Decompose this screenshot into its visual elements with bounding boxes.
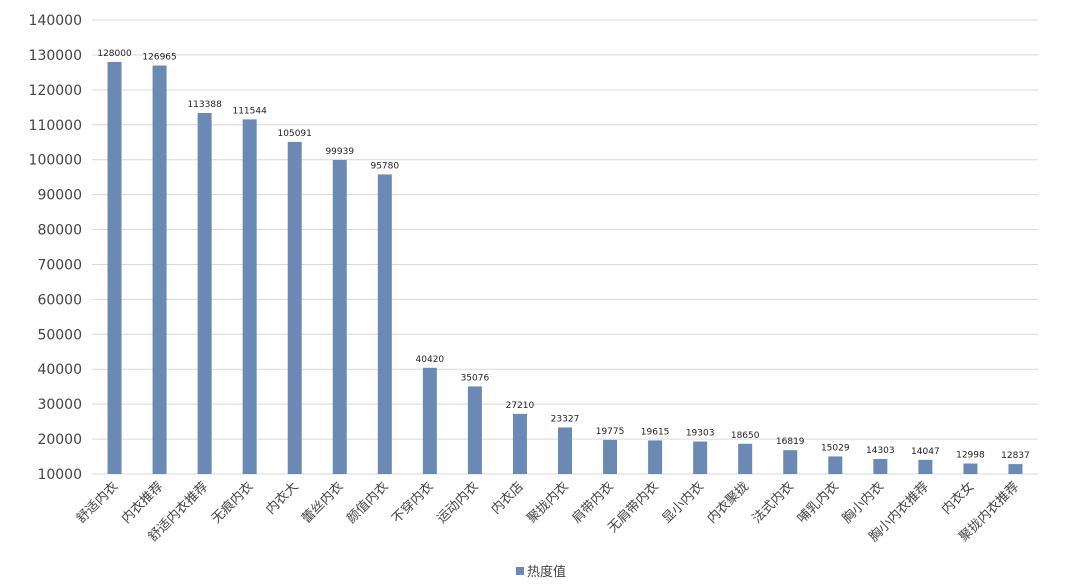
- y-tick-label: 80000: [37, 223, 82, 239]
- x-tick-label: 内衣聚拢: [704, 479, 752, 527]
- data-label: 113388: [187, 100, 222, 110]
- data-label: 128000: [97, 49, 132, 59]
- bar: [377, 174, 392, 474]
- bar: [558, 427, 572, 474]
- bar: [332, 159, 347, 474]
- x-tick-label: 内衣推荐: [118, 479, 166, 527]
- x-tick-label: 内衣女: [938, 479, 977, 518]
- x-tick-label: 内衣大: [263, 479, 302, 518]
- y-tick-label: 60000: [37, 292, 82, 308]
- bar: [242, 119, 257, 474]
- x-tick-label: 运动内衣: [434, 479, 482, 527]
- bar: [963, 463, 978, 474]
- y-tick-label: 50000: [37, 327, 82, 343]
- y-tick-label: 40000: [37, 362, 82, 378]
- bar: [152, 65, 167, 475]
- data-label: 126965: [142, 53, 176, 63]
- data-label: 35076: [461, 373, 490, 383]
- bar: [828, 456, 843, 474]
- x-tick-label: 内衣店: [488, 479, 527, 518]
- bar: [603, 439, 618, 474]
- data-label: 27210: [506, 401, 535, 411]
- bar: [512, 413, 527, 474]
- data-label: 15029: [821, 443, 850, 453]
- data-label: 12837: [1001, 451, 1030, 461]
- y-tick-label: 70000: [37, 257, 82, 273]
- y-tick-label: 120000: [29, 83, 82, 99]
- data-label: 40420: [416, 355, 445, 365]
- x-tick-label: 显小内衣: [659, 479, 707, 527]
- bar: [422, 367, 437, 474]
- legend-label: 热度值: [527, 564, 566, 580]
- data-label: 16819: [776, 437, 805, 447]
- legend: 热度值: [516, 564, 566, 580]
- data-label: 19615: [641, 427, 670, 437]
- data-labels: 128000 126965 113388 111544 105091 99939 95780…: [97, 49, 1029, 461]
- data-label: 19775: [596, 427, 625, 437]
- bar: [648, 440, 663, 474]
- y-tick-label: 110000: [29, 118, 82, 134]
- data-label: 18650: [731, 431, 760, 441]
- data-label: 99939: [325, 147, 354, 157]
- x-tick-label: 胸小内衣: [839, 479, 887, 527]
- x-tick-label: 无痕内衣: [208, 479, 256, 527]
- x-tick-label: 不穿内衣: [389, 479, 437, 527]
- y-axis: 10000 20000 30000 40000 50000 60000 70000 80000…: [29, 13, 82, 483]
- data-label: 12998: [956, 451, 985, 461]
- data-label: 95780: [370, 161, 399, 171]
- y-tick-label: 90000: [37, 188, 82, 204]
- bar: [738, 443, 753, 474]
- data-label: 105091: [278, 129, 312, 139]
- y-tick-label: 130000: [29, 48, 82, 64]
- data-label: 19303: [686, 429, 715, 439]
- bar: [467, 386, 482, 474]
- y-tick-label: 20000: [37, 432, 82, 448]
- y-tick-label: 140000: [29, 13, 82, 29]
- y-tick-label: 10000: [37, 467, 82, 483]
- bar: [873, 458, 888, 474]
- data-label: 14047: [911, 447, 940, 457]
- y-tick-label: 30000: [37, 397, 82, 413]
- bar: [287, 141, 302, 474]
- bar: [107, 61, 122, 475]
- bar: [783, 450, 798, 474]
- y-tick-label: 100000: [29, 153, 82, 169]
- data-label: 23327: [551, 414, 580, 424]
- x-tick-label: 法式内衣: [749, 479, 797, 527]
- bar: [1008, 464, 1023, 474]
- bar: [197, 112, 212, 475]
- bar: [918, 459, 933, 474]
- data-label: 14303: [866, 446, 895, 456]
- x-tick-label: 肩带内衣: [569, 479, 617, 527]
- grid-lines: [92, 19, 1038, 475]
- x-tick-label: 颜值内衣: [344, 479, 392, 527]
- x-tick-label: 舒适内衣: [73, 479, 121, 527]
- data-label: 111544: [232, 106, 267, 116]
- x-tick-label: 哺乳内衣: [794, 479, 842, 527]
- legend-swatch: [516, 567, 524, 575]
- x-tick-label: 蕾丝内衣: [298, 479, 346, 527]
- bar: [693, 441, 708, 474]
- x-tick-label: 聚拢内衣: [524, 479, 572, 527]
- bars: [107, 61, 1023, 475]
